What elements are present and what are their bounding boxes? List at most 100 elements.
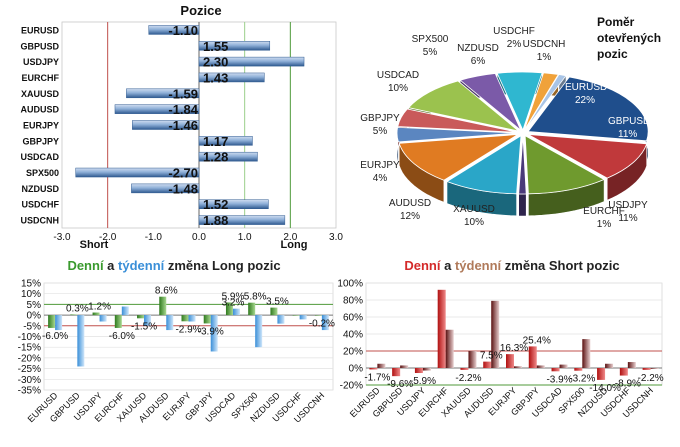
position-bar-spx500	[75, 167, 200, 178]
position-bar-eurjpy	[132, 120, 200, 130]
position-value-usdjpy: 2.30	[203, 55, 228, 70]
y-tick-label: 5%	[27, 300, 42, 311]
bar-usdjpy-s0	[92, 312, 100, 316]
short-change-chart: Denní a týdenní změna Short pozic 100% 80…	[337, 258, 663, 420]
position-bar-eurusd	[148, 25, 200, 35]
position-category-usdchf: USDCHF	[22, 200, 60, 210]
position-category-eurusd: EURUSD	[21, 25, 60, 35]
position-bar-xauusd	[126, 88, 200, 99]
pie-label-eurchf: EURCHF	[583, 206, 625, 217]
title-part: změna Short pozic	[501, 258, 619, 273]
bar-spx500-s1	[255, 315, 263, 348]
value-label-gbpusd: 0.3%	[66, 303, 89, 314]
pie-slice-usdchf	[523, 72, 559, 131]
pie-slice-usdcad	[407, 80, 519, 132]
bar-gbpusd-s0	[392, 368, 401, 377]
bar-audusd-s0	[483, 361, 492, 368]
y-tick-label: -10%	[18, 332, 41, 343]
x-tick-label: 2.0	[283, 232, 297, 243]
value-label-xauusd: -2.2%	[455, 373, 481, 384]
pie-slice-gbpjpy	[397, 108, 518, 133]
bar-eurchf-s0	[437, 289, 446, 368]
y-tick-label: 0%	[27, 311, 42, 322]
bar-nzdusd-s1	[605, 363, 614, 368]
y-tick-label: -30%	[18, 375, 41, 386]
y-tick-label: -25%	[18, 364, 41, 375]
bar-eurjpy-s1	[188, 315, 196, 322]
position-bar-usdcnh	[198, 215, 286, 225]
title-part: týdenní	[455, 258, 502, 273]
value-label-xauusd: -1.5%	[131, 321, 157, 332]
bar-nzdusd-s0	[597, 368, 606, 380]
bar-usdcad-s1	[559, 364, 568, 368]
position-value-usdcad: 1.28	[203, 150, 228, 165]
bar-xauusd-s0	[460, 368, 469, 370]
y-tick-label: 15%	[21, 279, 41, 290]
bar-audusd-s0	[159, 296, 167, 316]
title-part: a	[440, 258, 454, 273]
value-label-usdcad: -3.9%	[546, 374, 572, 385]
pie-value-xauusd: 10%	[464, 217, 484, 228]
pie-label-usdcad: USDCAD	[377, 70, 419, 81]
y-tick-label: 20%	[343, 347, 363, 358]
bar-eurusd-s1	[55, 315, 63, 331]
bar-usdchf-s0	[292, 315, 300, 316]
position-category-eurchf: EURCHF	[22, 73, 60, 83]
pie-label-audusd: AUDUSD	[389, 198, 431, 209]
y-tick-label: 40%	[343, 330, 363, 341]
pie-label-gbpjpy: GBPJPY	[360, 113, 400, 124]
pie-value-usdchf: 2%	[507, 39, 522, 50]
x-tick-label: -3.0	[53, 232, 71, 243]
position-bar-usdjpy	[198, 56, 305, 67]
bar-usdchf-s1	[627, 362, 636, 368]
pie-slice-xauusd	[446, 135, 522, 195]
value-label-usdcad: 5.9%	[222, 291, 245, 302]
position-category-gbpusd: GBPUSD	[20, 41, 59, 51]
bar-usdcnh-s1	[650, 368, 659, 369]
position-value-gbpusd: 1.55	[203, 39, 228, 54]
y-tick-label: -20%	[18, 353, 41, 364]
value-label-eurusd: -6.0%	[42, 331, 68, 342]
y-tick-label: 0%	[349, 364, 364, 375]
pie-value-gbpusd: 11%	[618, 129, 637, 140]
title-part: a	[104, 258, 118, 273]
pie-label-usdcnh: USDCNH	[523, 39, 566, 50]
bar-eurchf-s0	[114, 315, 122, 328]
bar-gbpusd-s1	[400, 365, 409, 368]
value-label-gbpusd: -9.6%	[387, 379, 413, 390]
pie-label-usdjpy: USDJPY	[608, 200, 648, 211]
value-label-usdjpy: 1.2%	[88, 302, 111, 313]
x-tick-label: -2.0	[99, 232, 117, 243]
value-label-audusd: 7.5%	[480, 351, 503, 362]
y-tick-label: -20%	[340, 381, 363, 392]
pie-label-eurjpy: EURJPY	[360, 160, 400, 171]
bar-usdjpy-s1	[422, 368, 431, 371]
position-bar-usdcad	[198, 151, 258, 162]
positions-chart-title: Pozice	[180, 3, 221, 18]
bar-eurchf-s1	[445, 329, 454, 368]
pie-value-eurchf: 1%	[597, 219, 612, 230]
pie-value-gbpjpy: 5%	[373, 126, 388, 137]
positions-bar-chart: Pozice -1.10 1.552.301.43 -1.59-1.84-1.46 1…	[20, 3, 343, 251]
bar-audusd-s1	[166, 315, 174, 331]
position-value-eurusd: -1.10	[168, 23, 198, 38]
value-label-usdcad: 3.2%	[222, 297, 245, 308]
pie-value-nzdusd: 6%	[471, 56, 486, 67]
title-part: Denní	[67, 258, 104, 273]
bar-usdchf-s0	[619, 368, 628, 376]
bar-nzdusd-s1	[277, 315, 285, 324]
pie-value-audusd: 12%	[400, 211, 420, 222]
short-change-chart-title: Denní a týdenní změna Short pozic	[404, 258, 619, 273]
pie-wall-eurchf	[518, 193, 527, 217]
y-tick-label: 60%	[343, 313, 363, 324]
bar-usdcnh-s0	[642, 368, 651, 370]
position-category-usdjpy: USDJPY	[23, 57, 59, 67]
pie-label-spx500: SPX500	[412, 34, 449, 45]
bar-audusd-s1	[491, 300, 500, 368]
pie-slice-eurusd	[527, 76, 649, 142]
value-label-spx500: 5.8%	[244, 292, 267, 303]
value-label-eurjpy: 16.3%	[500, 343, 528, 354]
position-category-eurjpy: EURJPY	[23, 121, 59, 131]
pie-value-eurusd: 22%	[575, 95, 595, 106]
position-value-eurjpy: -1.46	[168, 118, 198, 133]
